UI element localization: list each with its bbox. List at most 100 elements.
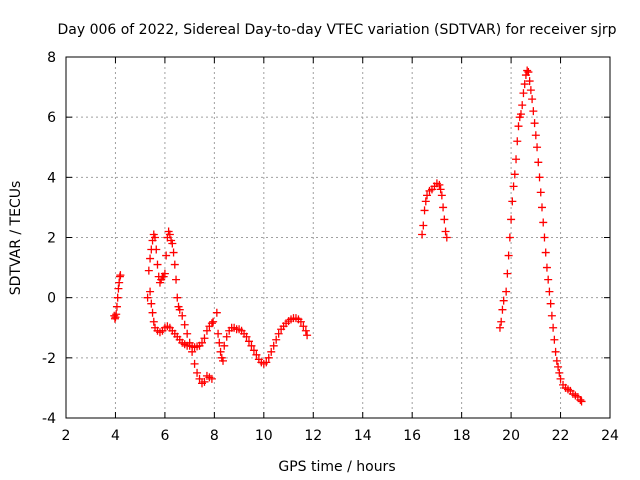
data-point bbox=[499, 296, 508, 305]
data-point bbox=[180, 320, 189, 329]
data-point bbox=[115, 278, 124, 287]
data-point bbox=[534, 158, 543, 167]
data-point bbox=[200, 334, 209, 343]
data-point bbox=[531, 131, 540, 140]
data-point bbox=[173, 293, 182, 302]
data-point bbox=[504, 251, 513, 260]
x-tick-label: 2 bbox=[62, 428, 71, 444]
data-point bbox=[552, 356, 561, 365]
data-point bbox=[216, 347, 225, 356]
x-tick-labels: 2 4 6 8 10 12 14 16 18 20 22 24 bbox=[62, 428, 619, 444]
data-point bbox=[147, 299, 156, 308]
data-point bbox=[513, 137, 522, 146]
series-sjrp-seg3 bbox=[146, 287, 218, 352]
data-point bbox=[495, 323, 504, 332]
data-point bbox=[165, 230, 174, 239]
data-point bbox=[162, 251, 171, 260]
data-point bbox=[545, 287, 554, 296]
data-point bbox=[247, 341, 256, 350]
data-point bbox=[519, 89, 528, 98]
data-point bbox=[550, 335, 559, 344]
data-point bbox=[502, 287, 511, 296]
data-point bbox=[209, 317, 218, 326]
data-point bbox=[577, 397, 586, 406]
data-point bbox=[183, 329, 192, 338]
data-point bbox=[539, 218, 548, 227]
data-point bbox=[437, 191, 446, 200]
data-point bbox=[526, 86, 535, 95]
data-point bbox=[149, 317, 158, 326]
data-point bbox=[503, 269, 512, 278]
x-tick-label: 10 bbox=[255, 428, 273, 444]
data-point bbox=[556, 374, 565, 383]
data-point bbox=[440, 215, 449, 224]
y-tick-label: 4 bbox=[47, 170, 56, 186]
data-point bbox=[148, 308, 157, 317]
data-point bbox=[554, 362, 563, 371]
data-point bbox=[212, 308, 221, 317]
data-point bbox=[441, 227, 450, 236]
data-point bbox=[214, 329, 223, 338]
data-point bbox=[508, 197, 517, 206]
x-tick-label: 24 bbox=[601, 428, 619, 444]
data-point bbox=[169, 248, 178, 257]
data-point bbox=[272, 335, 281, 344]
data-point bbox=[244, 337, 253, 346]
data-point bbox=[299, 322, 308, 331]
y-tick-label: 6 bbox=[47, 110, 56, 126]
data-point bbox=[498, 305, 507, 314]
data-point bbox=[542, 263, 551, 272]
data-point bbox=[421, 197, 430, 206]
data-point bbox=[198, 338, 206, 347]
data-point bbox=[116, 271, 125, 280]
axis-ticks bbox=[65, 56, 611, 419]
data-point bbox=[202, 326, 211, 335]
data-point bbox=[576, 395, 585, 404]
x-tick-label: 4 bbox=[111, 428, 120, 444]
data-point bbox=[530, 119, 539, 128]
data-point bbox=[546, 299, 555, 308]
data-point bbox=[512, 155, 521, 164]
series-sjrp-seg2 bbox=[143, 227, 216, 388]
x-tick-label: 6 bbox=[160, 428, 169, 444]
data-point bbox=[222, 332, 231, 341]
data-point bbox=[524, 68, 533, 77]
data-point bbox=[170, 260, 179, 269]
data-point bbox=[143, 293, 152, 302]
data-point bbox=[523, 66, 532, 75]
series-sjrp-seg6 bbox=[495, 66, 586, 406]
y-tick-labels: -4 -2 0 2 4 6 8 bbox=[42, 50, 56, 427]
x-tick-label: 14 bbox=[354, 428, 372, 444]
x-tick-label: 16 bbox=[403, 428, 421, 444]
data-point bbox=[296, 317, 305, 326]
data-point bbox=[516, 110, 525, 119]
data-point bbox=[178, 311, 187, 320]
data-point bbox=[172, 275, 181, 284]
data-point bbox=[525, 77, 534, 86]
data-point bbox=[242, 332, 251, 341]
data-point bbox=[168, 239, 177, 248]
data-point bbox=[146, 287, 155, 296]
data-point bbox=[144, 266, 153, 275]
data-point bbox=[113, 293, 122, 302]
data-point bbox=[193, 368, 202, 377]
grid-lines bbox=[66, 57, 610, 418]
data-point bbox=[200, 377, 209, 386]
data-point bbox=[423, 191, 432, 200]
data-point bbox=[274, 329, 283, 338]
x-axis-label: GPS time / hours bbox=[278, 459, 395, 475]
data-point bbox=[112, 310, 121, 319]
y-tick-label: 0 bbox=[47, 291, 56, 307]
x-tick-label: 20 bbox=[502, 428, 520, 444]
data-point bbox=[505, 233, 514, 242]
data-point bbox=[529, 107, 538, 116]
data-point bbox=[207, 374, 216, 383]
data-point bbox=[420, 206, 429, 215]
y-axis-label: SDTVAR / TECUs bbox=[8, 181, 24, 296]
data-point bbox=[520, 80, 529, 89]
x-tick-label: 12 bbox=[304, 428, 322, 444]
x-tick-label: 18 bbox=[453, 428, 471, 444]
data-point bbox=[541, 248, 550, 257]
data-point bbox=[264, 353, 273, 362]
